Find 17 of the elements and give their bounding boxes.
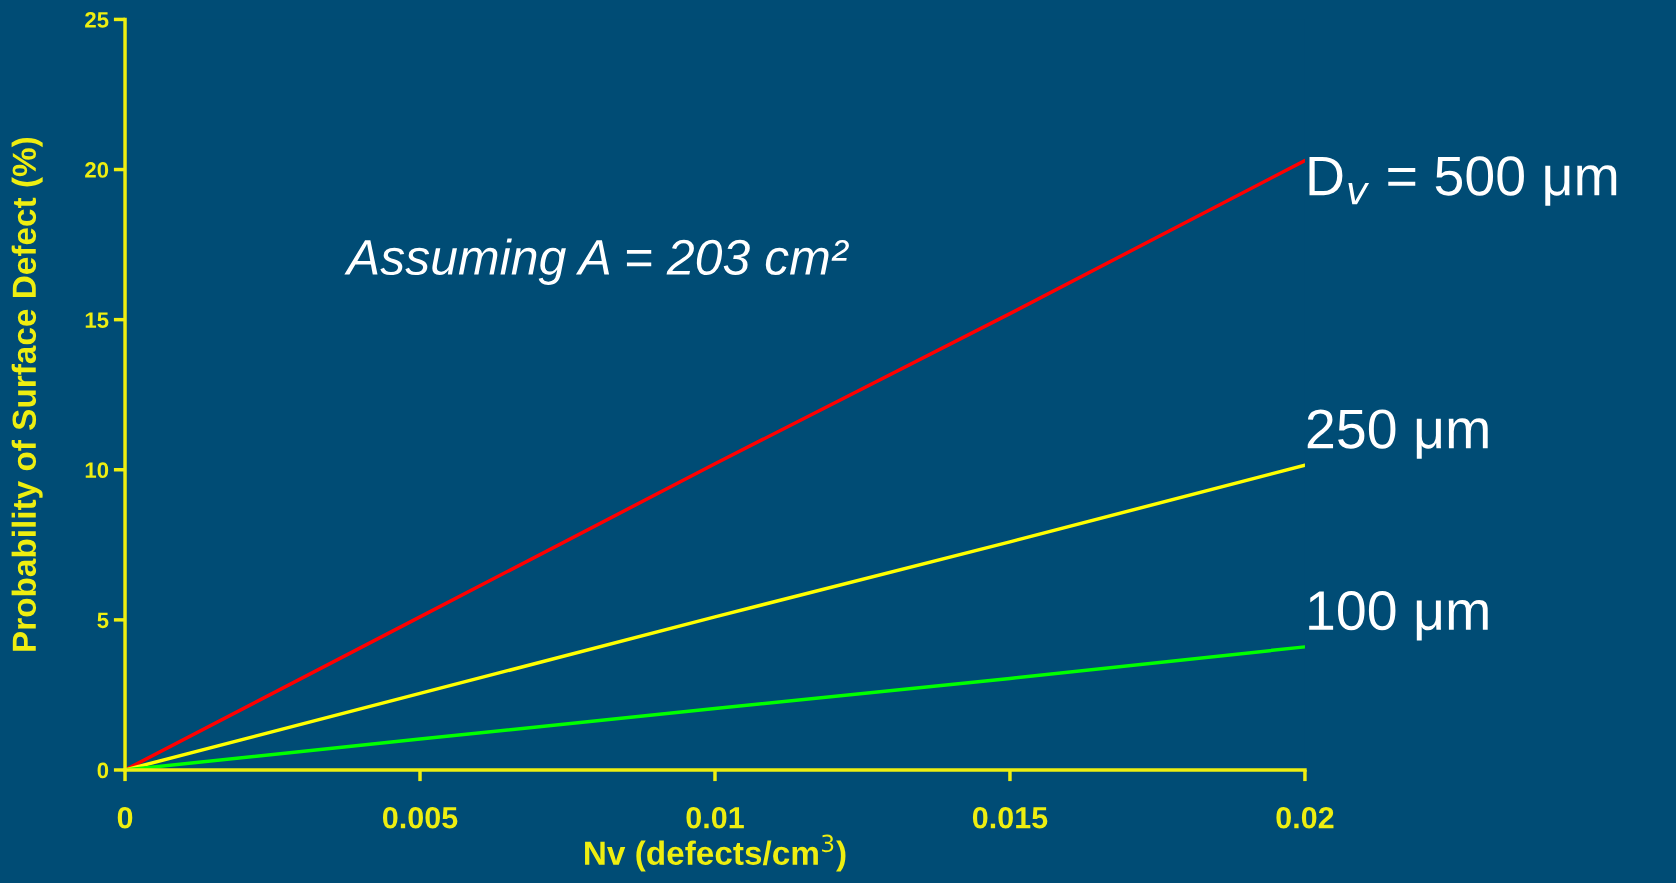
series-label: 100 μm [1309,591,1488,641]
y-tick-label: 20 [85,162,109,178]
series-label: D$_{v}$ = 500 μm [1309,156,1617,206]
x-tick-label: 0.015 [972,806,1048,829]
annotation: Assuming A = 203 cm² [344,238,849,285]
x-tick-label: 0.005 [382,806,458,829]
y-tick-label: 15 [85,312,109,328]
y-tick-label: 0 [97,762,109,779]
series-label: 250 μm [1307,409,1488,459]
x-tick-label: 0.02 [1276,806,1334,829]
x-tick-label: 0.01 [686,806,744,829]
y-tick-label: 5 [97,612,109,629]
x-axis-title: Nv (defects/cm$^{3}$) [585,834,846,872]
y-tick-label: 25 [85,11,109,28]
y-tick-label: 10 [85,462,109,479]
x-tick-label: 0 [117,806,133,829]
y-axis-title: Probability of Surface Defect (%) [11,137,43,651]
